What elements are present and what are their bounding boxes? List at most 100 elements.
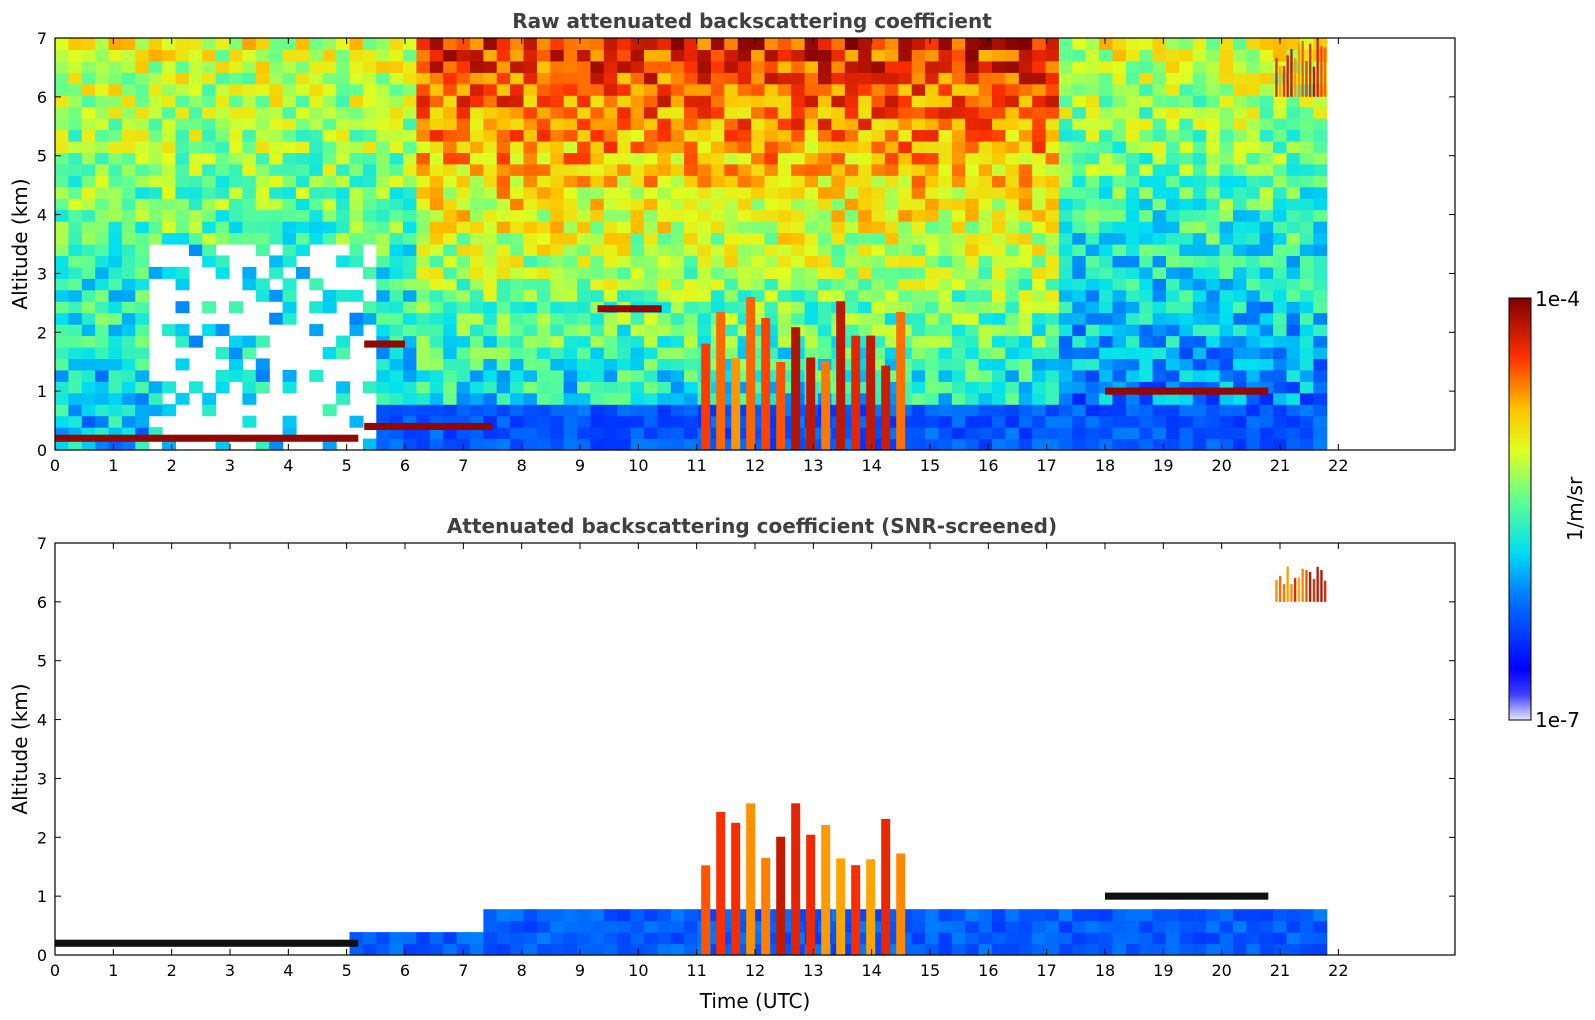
heatmap-cell [1018,347,1033,359]
heatmap-cell [751,198,766,211]
heatmap-cell [617,909,632,922]
heatmap-cell [791,198,806,211]
heatmap-cell [55,266,69,279]
heatmap-cell [536,335,551,348]
heatmap-cell [1259,186,1274,199]
heatmap-cell [536,289,551,302]
heatmap-cell [1286,335,1301,348]
heatmap-cell [322,209,337,222]
heatmap-cell [483,324,498,337]
heatmap-cell [1045,369,1060,382]
heatmap-cell [215,163,230,176]
heatmap-cell [911,95,926,108]
heatmap-cell [1099,72,1114,85]
heatmap-cell [978,49,993,62]
heatmap-cell [1005,118,1020,131]
heatmap-cell [804,152,819,165]
heatmap-cell [269,49,284,62]
heatmap-cell [148,83,163,96]
heatmap-cell [1299,118,1314,131]
heatmap-cell [81,60,96,73]
heatmap-cell [309,301,324,314]
heatmap-cell [1179,152,1194,165]
heatmap-cell [965,232,980,245]
heatmap-cell [724,152,739,165]
heatmap-cell [81,255,96,268]
heatmap-cell [657,278,672,291]
heatmap-cell [1139,129,1154,142]
heatmap-cell [804,232,819,245]
heatmap-cell [1152,49,1167,62]
heatmap-cell [1058,427,1073,440]
heatmap-cell [55,392,69,405]
heatmap-cell [1286,209,1301,222]
heatmap-cell [1166,438,1180,451]
heatmap-cell [1125,358,1140,371]
x-tick-label: 2 [167,456,177,475]
heatmap-cell [1219,95,1234,108]
heatmap-cell [1166,83,1180,96]
heatmap-cell [1166,209,1180,222]
heatmap-cell [684,198,699,211]
heatmap-cell [670,141,685,153]
heatmap-cell [657,198,672,211]
heatmap-cell [282,186,297,199]
heatmap-cell [804,129,819,142]
heatmap-cell [1099,347,1114,359]
heatmap-cell [429,198,444,211]
heatmap-cell [1152,324,1167,337]
heatmap-cell [550,301,565,314]
heatmap-cell [617,106,632,119]
heatmap-cell [550,335,565,348]
heatmap-cell [925,38,940,50]
heatmap-cell [362,438,377,451]
heatmap-cell [496,427,511,440]
heatmap-cell [162,266,177,279]
heatmap-cell [603,266,618,279]
heatmap-cell [684,392,699,405]
heatmap-cell [349,152,364,165]
heatmap-cell [1206,943,1221,956]
heatmap-cell [55,38,69,50]
heatmap-cell [55,232,69,245]
heatmap-cell [644,38,658,50]
heatmap-cell [791,175,806,188]
heatmap-cell [1179,221,1194,234]
heatmap-cell [911,415,926,428]
heatmap-cell [1099,932,1114,945]
heatmap-cell [1072,369,1087,382]
heatmap-cell [389,244,404,256]
heatmap-cell [965,358,980,371]
heatmap-cell [751,49,766,62]
heatmap-cell [510,72,525,85]
heatmap-cell [858,163,873,176]
heatmap-cell [135,163,150,176]
heatmap-cell [884,49,899,62]
heatmap-cell [215,266,230,279]
heatmap-cell [403,95,417,108]
heatmap-cell [925,49,940,62]
heatmap-cell [1166,129,1180,142]
heatmap-cell [1313,163,1328,176]
heatmap-cell [818,72,832,85]
heatmap-cell [95,404,110,417]
heatmap-cell [657,427,672,440]
x-tick-label: 11 [686,961,706,980]
x-tick-label: 2 [167,961,177,980]
heatmap-cell [429,932,444,945]
heatmap-cell [496,60,511,73]
heatmap-cell [670,221,685,234]
heatmap-cell [911,221,926,234]
heatmap-cell [764,221,779,234]
heatmap-cell [577,221,592,234]
heatmap-cell [992,392,1006,405]
heatmap-cell [818,198,832,211]
heatmap-cell [630,152,645,165]
heatmap-cell [1259,943,1274,956]
feature-shaft [896,311,906,450]
heatmap-cell [751,266,766,279]
heatmap-cell [710,106,725,119]
heatmap-cell [456,49,471,62]
heatmap-cell [818,324,832,337]
heatmap-cell [188,141,203,153]
